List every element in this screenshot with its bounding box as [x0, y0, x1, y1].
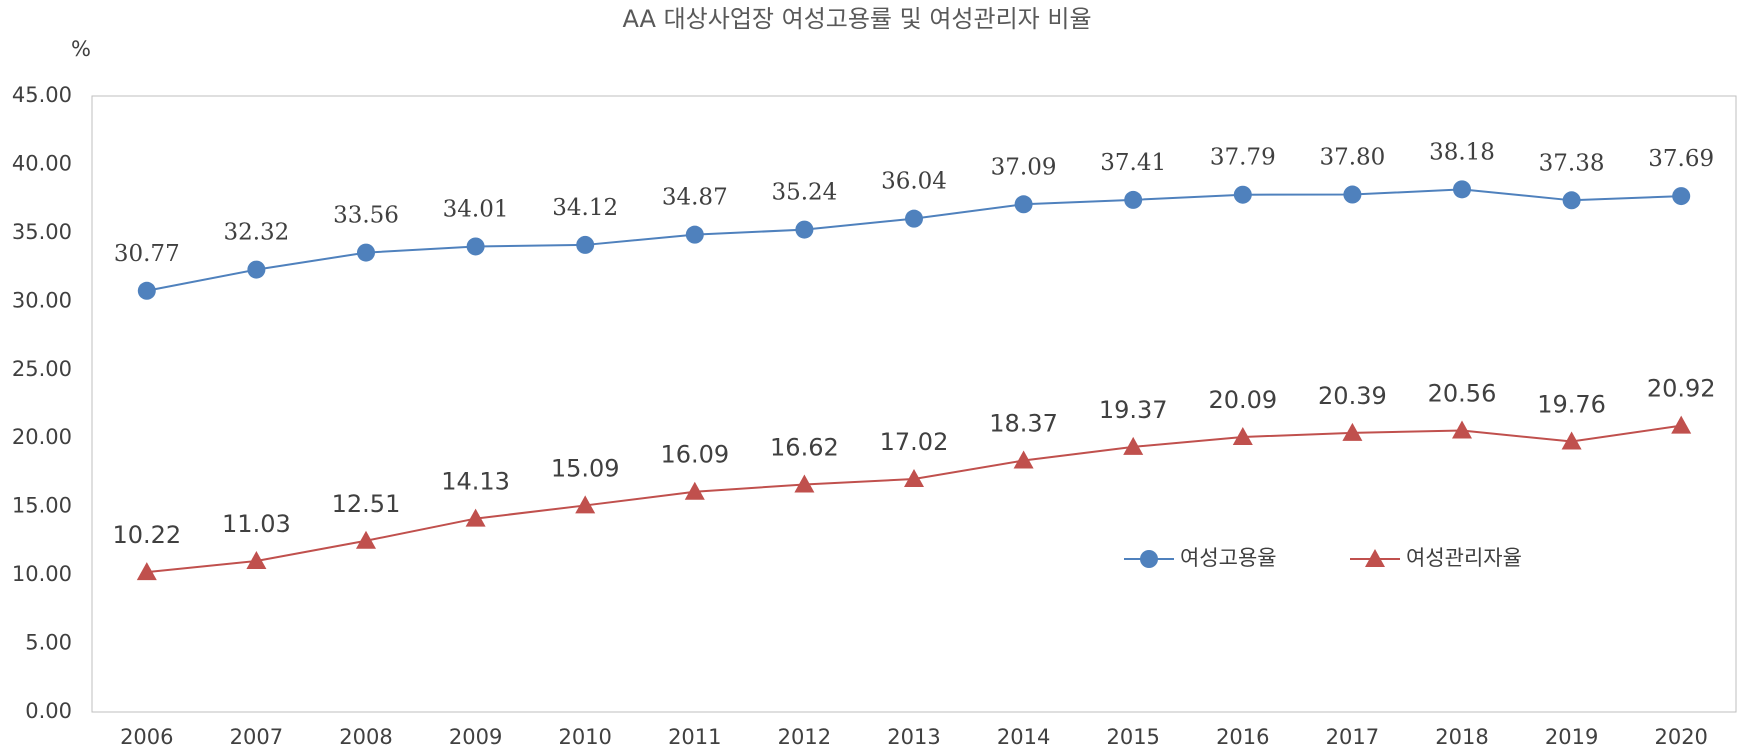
x-tick-label: 2016 — [1216, 725, 1269, 749]
data-label: 34.87 — [662, 185, 728, 211]
x-tick-label: 2017 — [1326, 725, 1379, 749]
point — [1140, 550, 1158, 568]
y-tick-label: 0.00 — [25, 699, 72, 723]
point — [1123, 436, 1144, 455]
data-label: 10.22 — [112, 521, 181, 549]
data-label: 19.76 — [1537, 391, 1606, 419]
data-label: 20.56 — [1428, 380, 1497, 408]
point — [136, 562, 157, 581]
point — [1342, 422, 1363, 441]
y-tick-label: 30.00 — [12, 288, 72, 312]
y-tick-label: 10.00 — [12, 562, 72, 586]
data-label: 20.39 — [1318, 382, 1387, 410]
data-label: 11.03 — [222, 510, 291, 538]
x-tick-label: 2020 — [1654, 725, 1707, 749]
data-label: 20.92 — [1647, 375, 1716, 403]
point — [795, 220, 814, 239]
x-tick-label: 2014 — [997, 725, 1050, 749]
point — [576, 235, 595, 254]
point — [1233, 185, 1252, 204]
plot-frame — [91, 95, 1737, 713]
point — [1232, 426, 1253, 445]
point — [685, 225, 704, 244]
point — [1365, 549, 1385, 567]
x-tick-label: 2007 — [230, 725, 283, 749]
x-tick-label: 2006 — [120, 725, 173, 749]
y-tick-label: 25.00 — [12, 357, 72, 381]
data-label: 36.04 — [881, 169, 947, 195]
point — [246, 551, 267, 570]
point — [794, 474, 815, 493]
x-tick-label: 2018 — [1435, 725, 1488, 749]
legend-label: 여성고용율 — [1180, 546, 1277, 570]
x-tick-label: 2013 — [887, 725, 940, 749]
data-label: 14.13 — [441, 468, 510, 496]
point — [1561, 431, 1582, 450]
x-tick-label: 2009 — [449, 725, 502, 749]
point — [466, 237, 485, 256]
y-tick-label: 20.00 — [12, 425, 72, 449]
y-axis-title: % — [71, 37, 91, 61]
x-tick-label: 2008 — [339, 725, 392, 749]
data-label: 37.80 — [1319, 145, 1385, 171]
y-tick-label: 45.00 — [12, 83, 72, 107]
data-label: 30.77 — [114, 241, 180, 267]
data-label: 37.41 — [1100, 150, 1166, 176]
point — [357, 243, 375, 262]
x-tick-label: 2015 — [1106, 725, 1159, 749]
x-tick-label: 2012 — [778, 725, 831, 749]
point — [1014, 195, 1033, 214]
x-tick-label: 2010 — [558, 725, 611, 749]
data-label: 34.12 — [552, 195, 618, 221]
data-label: 38.18 — [1429, 139, 1495, 165]
y-tick-label: 35.00 — [12, 220, 72, 244]
data-label: 19.37 — [1099, 396, 1168, 424]
point — [1013, 450, 1034, 469]
point — [1124, 190, 1143, 209]
data-label: 37.69 — [1648, 146, 1714, 172]
data-label: 37.79 — [1210, 145, 1276, 171]
x-tick-label: 2019 — [1545, 725, 1598, 749]
y-tick-label: 40.00 — [12, 151, 72, 175]
point — [905, 209, 923, 228]
data-label: 18.37 — [989, 410, 1058, 438]
y-tick-label: 5.00 — [25, 631, 72, 655]
point — [137, 281, 156, 300]
point — [247, 260, 266, 279]
data-label: 17.02 — [880, 428, 949, 456]
data-label: 16.09 — [660, 441, 729, 469]
data-label: 35.24 — [771, 180, 837, 206]
data-label: 20.09 — [1208, 386, 1277, 414]
point — [1671, 415, 1692, 434]
point — [1562, 191, 1581, 210]
point — [904, 469, 924, 488]
point — [575, 495, 596, 514]
data-label: 34.01 — [443, 196, 509, 222]
data-label: 37.09 — [991, 154, 1057, 180]
point — [1672, 187, 1691, 206]
data-label: 12.51 — [332, 490, 401, 518]
data-label: 16.62 — [770, 433, 839, 461]
data-label: 33.56 — [333, 203, 399, 229]
point — [1453, 180, 1471, 199]
legend-label: 여성관리자율 — [1406, 546, 1522, 570]
chart-title: AA 대상사업장 여성고용률 및 여성관리자 비율 — [622, 5, 1091, 33]
y-tick-label: 15.00 — [12, 494, 72, 518]
data-label: 15.09 — [551, 454, 620, 482]
data-label: 37.38 — [1539, 150, 1605, 176]
point — [684, 481, 705, 500]
data-label: 32.32 — [223, 220, 289, 246]
point — [1452, 420, 1472, 439]
point — [465, 508, 486, 527]
point — [1343, 185, 1362, 204]
point — [356, 530, 376, 549]
x-tick-label: 2011 — [668, 725, 721, 749]
